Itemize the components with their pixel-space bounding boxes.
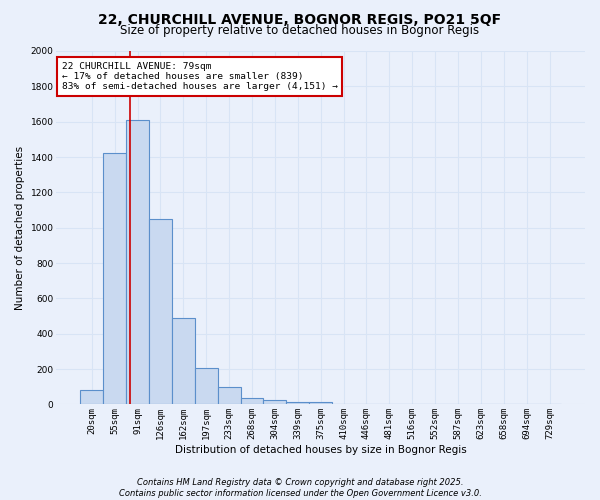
Bar — [309, 402, 332, 404]
Bar — [149, 219, 172, 404]
Text: Size of property relative to detached houses in Bognor Regis: Size of property relative to detached ho… — [121, 24, 479, 37]
Y-axis label: Number of detached properties: Number of detached properties — [15, 146, 25, 310]
X-axis label: Distribution of detached houses by size in Bognor Regis: Distribution of detached houses by size … — [175, 445, 467, 455]
Bar — [241, 398, 263, 404]
Bar — [80, 390, 103, 404]
Text: 22 CHURCHILL AVENUE: 79sqm
← 17% of detached houses are smaller (839)
83% of sem: 22 CHURCHILL AVENUE: 79sqm ← 17% of deta… — [62, 62, 338, 92]
Bar — [103, 154, 126, 404]
Text: Contains HM Land Registry data © Crown copyright and database right 2025.
Contai: Contains HM Land Registry data © Crown c… — [119, 478, 481, 498]
Bar — [172, 318, 195, 404]
Bar — [263, 400, 286, 404]
Bar — [195, 368, 218, 405]
Bar — [218, 386, 241, 404]
Bar — [126, 120, 149, 405]
Text: 22, CHURCHILL AVENUE, BOGNOR REGIS, PO21 5QF: 22, CHURCHILL AVENUE, BOGNOR REGIS, PO21… — [98, 12, 502, 26]
Bar — [286, 402, 309, 404]
